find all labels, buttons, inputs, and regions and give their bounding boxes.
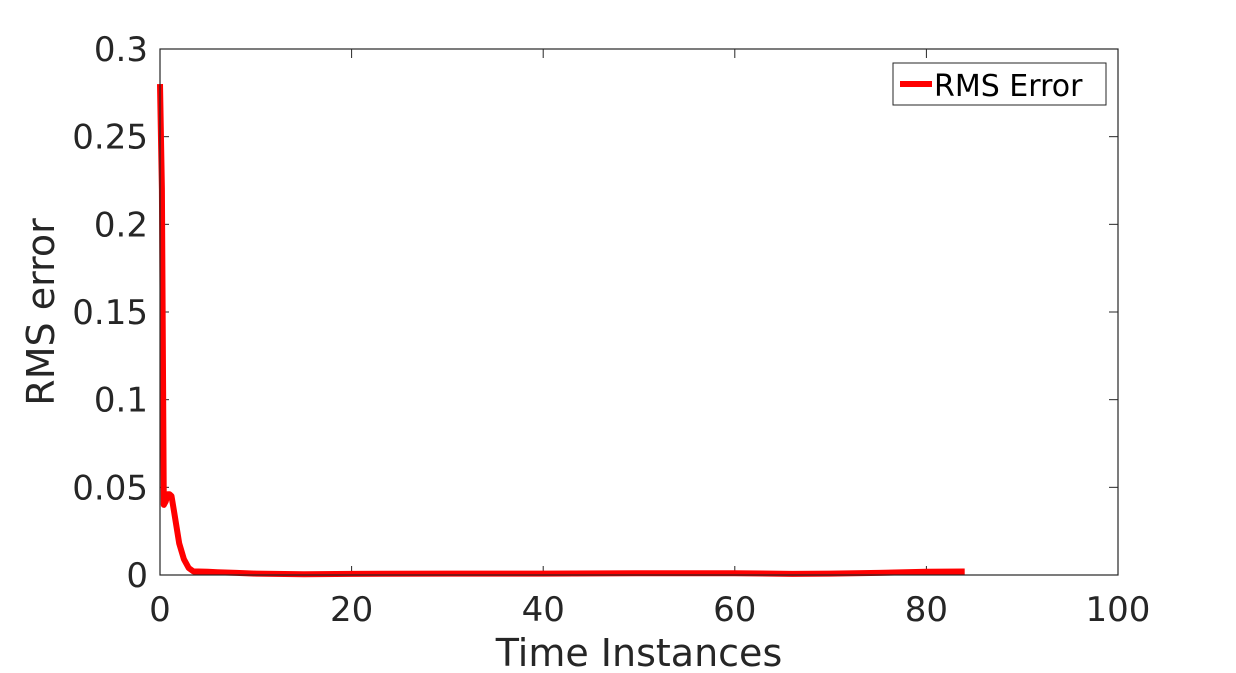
x-tick-label: 40 xyxy=(522,590,565,630)
x-tick-label: 20 xyxy=(330,590,373,630)
x-tick-label: 0 xyxy=(149,590,171,630)
y-tick-label: 0.3 xyxy=(94,30,148,70)
plot-area-frame xyxy=(159,48,1119,576)
x-axis-label: Time Instances xyxy=(495,631,783,673)
y-tick-label: 0.1 xyxy=(94,381,148,421)
y-tick-labels: 0 0.05 0.1 0.15 0.2 0.25 0.3 xyxy=(72,30,148,596)
x-tick-label: 100 xyxy=(1086,590,1151,630)
x-tick-labels: 0 20 40 60 80 100 xyxy=(149,590,1150,630)
y-axis-label: RMS error xyxy=(19,218,63,406)
y-tick-label: 0.15 xyxy=(72,293,148,333)
series-line-rms-error xyxy=(157,84,965,578)
plot-area-background xyxy=(160,49,1118,575)
series-lines xyxy=(157,84,965,578)
x-tick-label: 60 xyxy=(713,590,756,630)
legend-label: RMS Error xyxy=(934,69,1083,104)
x-tick-label: 80 xyxy=(905,590,948,630)
y-tick-label: 0 xyxy=(126,556,148,596)
y-tick-label: 0.05 xyxy=(72,468,148,508)
y-tick-label: 0.25 xyxy=(72,118,148,158)
legend: RMS Error xyxy=(892,62,1107,106)
y-tick-label: 0.2 xyxy=(94,205,148,245)
